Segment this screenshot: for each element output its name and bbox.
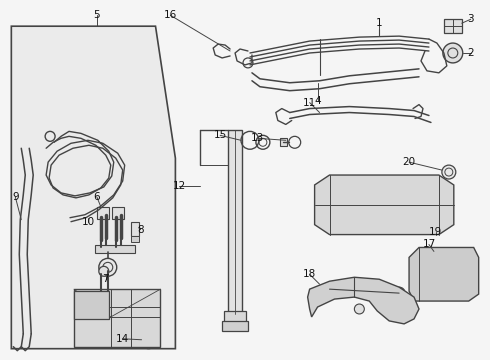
Text: 7: 7 (102, 274, 109, 284)
Text: 3: 3 (467, 14, 474, 24)
Circle shape (433, 257, 461, 285)
Circle shape (443, 43, 463, 63)
Polygon shape (74, 289, 161, 347)
Text: 15: 15 (214, 130, 227, 140)
Polygon shape (11, 26, 175, 349)
Text: 8: 8 (137, 225, 144, 235)
Bar (228, 130, 242, 314)
Text: 5: 5 (94, 10, 100, 20)
Text: 19: 19 (429, 226, 442, 237)
Text: 14: 14 (116, 334, 129, 344)
Polygon shape (315, 175, 454, 235)
Text: 6: 6 (94, 192, 100, 202)
Circle shape (323, 283, 336, 295)
Circle shape (354, 304, 365, 314)
Polygon shape (409, 247, 479, 301)
Bar (280, 138, 287, 146)
Bar (112, 207, 123, 219)
Bar (95, 246, 135, 253)
Polygon shape (74, 291, 109, 319)
Text: 17: 17 (422, 239, 436, 249)
Bar (131, 222, 139, 235)
Circle shape (409, 180, 419, 190)
Bar (131, 235, 139, 242)
Text: 20: 20 (402, 157, 416, 167)
Bar (222, 321, 248, 331)
Text: 11: 11 (303, 98, 316, 108)
Text: 18: 18 (303, 269, 316, 279)
Circle shape (442, 165, 456, 179)
Circle shape (393, 287, 405, 299)
Text: 12: 12 (173, 181, 186, 191)
Circle shape (99, 258, 117, 276)
Circle shape (142, 335, 155, 349)
Bar (97, 207, 109, 219)
Text: 2: 2 (467, 48, 474, 58)
Text: 1: 1 (376, 18, 383, 28)
Circle shape (433, 211, 441, 219)
Bar (224, 311, 246, 323)
Circle shape (346, 187, 382, 223)
Text: 4: 4 (314, 96, 321, 105)
Bar (444, 19, 462, 33)
Circle shape (99, 266, 109, 276)
Text: 9: 9 (12, 192, 19, 202)
Polygon shape (308, 277, 419, 324)
Text: 13: 13 (251, 133, 265, 143)
Text: 16: 16 (164, 10, 177, 20)
Text: 10: 10 (81, 217, 95, 227)
